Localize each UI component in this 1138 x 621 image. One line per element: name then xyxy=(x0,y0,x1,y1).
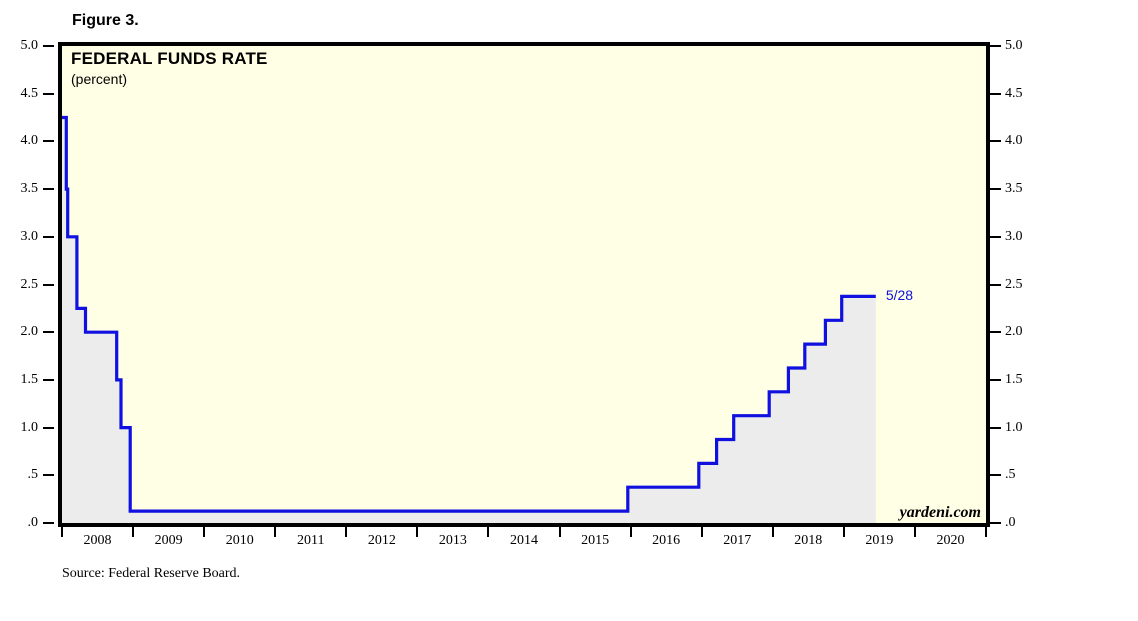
x-axis-label-year: 2019 xyxy=(865,533,894,548)
series-area-fill xyxy=(62,117,876,523)
y-tick-left xyxy=(43,283,54,286)
y-axis-label-left: 4.5 xyxy=(20,85,39,101)
x-axis-label-year: 2012 xyxy=(367,533,396,548)
y-axis-label-right: 2.0 xyxy=(1005,324,1023,340)
y-axis-label-left: 1.0 xyxy=(20,419,39,435)
x-axis-label-year: 2015 xyxy=(581,533,610,548)
y-axis-label-left: .0 xyxy=(27,515,39,530)
y-axis-label-right: 4.5 xyxy=(1005,85,1023,101)
y-axis-label-left: 3.5 xyxy=(20,181,39,197)
chart-title-block: FEDERAL FUNDS RATE (percent) xyxy=(71,49,268,87)
y-tick-left xyxy=(43,522,54,524)
rate-step-chart xyxy=(62,115,876,523)
x-axis-label-year: 2011 xyxy=(297,533,325,548)
y-axis-label-left: 2.0 xyxy=(20,324,39,340)
x-tick xyxy=(771,527,774,537)
y-axis-label-left: 4.0 xyxy=(20,133,39,149)
x-axis-label-year: 2008 xyxy=(83,533,112,548)
x-tick xyxy=(345,527,348,537)
x-axis-label-year: 2017 xyxy=(723,533,752,548)
chart-title: FEDERAL FUNDS RATE xyxy=(71,49,268,68)
x-tick xyxy=(487,527,490,537)
x-tick xyxy=(913,527,916,537)
y-tick-right xyxy=(990,92,1001,95)
y-tick-right xyxy=(990,474,1001,477)
y-tick-right xyxy=(990,331,1001,334)
figure-label: Figure 3. xyxy=(72,12,139,29)
x-axis-label-year: 2016 xyxy=(652,533,681,548)
x-tick xyxy=(203,527,206,537)
y-axis-label-left: 2.5 xyxy=(20,276,39,292)
x-tick xyxy=(629,527,632,537)
y-axis-label-right: 5.0 xyxy=(1005,38,1023,53)
y-axis-label-left: 3.0 xyxy=(20,228,39,244)
y-tick-right xyxy=(990,426,1001,429)
y-axis-label-right: .5 xyxy=(1005,467,1016,483)
x-tick xyxy=(700,527,703,537)
y-tick-left xyxy=(43,378,54,381)
y-tick-left xyxy=(43,188,54,191)
x-tick xyxy=(132,527,135,537)
x-tick xyxy=(842,527,845,537)
x-tick xyxy=(61,527,63,537)
y-tick-left xyxy=(43,331,54,334)
x-axis-label-year: 2013 xyxy=(438,533,467,548)
y-axis-label-left: .5 xyxy=(27,467,39,483)
y-tick-left xyxy=(43,92,54,95)
x-tick xyxy=(416,527,419,537)
y-tick-right xyxy=(990,188,1001,191)
x-tick xyxy=(985,527,987,537)
y-tick-right xyxy=(990,140,1001,143)
y-axis-label-right: .0 xyxy=(1005,515,1016,530)
y-tick-right xyxy=(990,45,1001,47)
last-value-label: 5/28 xyxy=(885,287,914,304)
y-axis-label-left: 5.0 xyxy=(20,38,39,53)
y-tick-left xyxy=(43,235,54,238)
y-axis-label-right: 4.0 xyxy=(1005,133,1023,149)
y-axis-label-left: 1.5 xyxy=(20,371,39,387)
chart-subtitle: (percent) xyxy=(71,71,128,87)
y-axis-label-right: 3.5 xyxy=(1005,181,1023,197)
y-axis-label-right: 2.5 xyxy=(1005,276,1023,292)
x-tick xyxy=(274,527,277,537)
x-axis-label-year: 2010 xyxy=(225,533,254,548)
plot-area: FEDERAL FUNDS RATE (percent) yardeni.com… xyxy=(58,42,990,527)
y-tick-left xyxy=(43,45,54,47)
series-line xyxy=(62,115,876,513)
source-note: Source: Federal Reserve Board. xyxy=(62,566,241,581)
x-axis-label-year: 2014 xyxy=(510,533,538,548)
y-axis-label-right: 3.0 xyxy=(1005,228,1023,244)
x-axis-label-year: 2009 xyxy=(154,533,183,548)
x-axis-label-year: 2018 xyxy=(794,533,823,548)
x-axis-label-year: 2020 xyxy=(936,533,965,548)
y-tick-left xyxy=(43,426,54,429)
y-tick-right xyxy=(990,522,1001,524)
y-tick-left xyxy=(43,140,54,143)
watermark-yardeni: yardeni.com xyxy=(899,504,981,521)
y-axis-label-right: 1.0 xyxy=(1005,419,1023,435)
x-tick xyxy=(558,527,561,537)
y-axis-label-right: 1.5 xyxy=(1005,371,1023,387)
y-tick-right xyxy=(990,283,1001,286)
y-tick-right xyxy=(990,378,1001,381)
y-tick-right xyxy=(990,235,1001,238)
y-tick-left xyxy=(43,474,54,477)
